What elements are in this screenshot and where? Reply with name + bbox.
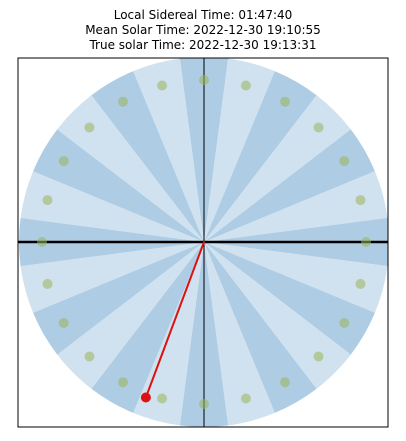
- sector-wedge: [204, 58, 275, 242]
- hour-marker: [240, 80, 251, 91]
- hour-marker: [37, 237, 47, 247]
- hour-marker: [157, 80, 168, 91]
- figure-title: Local Sidereal Time: 01:47:40 Mean Solar…: [0, 8, 406, 53]
- plot-frame: [17, 57, 389, 428]
- hour-marker: [118, 96, 128, 107]
- sector-wedge: [204, 242, 275, 426]
- clock-hand: [144, 241, 205, 399]
- hour-marker: [199, 399, 209, 409]
- sector-wedge: [33, 242, 204, 355]
- sector-wedge: [204, 71, 317, 242]
- clock-hand-tip: [140, 392, 151, 403]
- sector-wedge: [57, 242, 205, 389]
- sector-wedge: [91, 71, 204, 242]
- hour-marker: [339, 318, 350, 328]
- sector-wedge: [57, 95, 205, 242]
- hour-marker: [118, 377, 128, 388]
- hour-marker: [339, 156, 350, 166]
- hour-marker: [313, 122, 324, 133]
- hour-marker: [42, 195, 53, 206]
- sector-wedge: [91, 242, 204, 413]
- sidereal-time-label: Local Sidereal Time: 01:47:40: [113, 8, 293, 22]
- sector-wedge: [20, 242, 204, 313]
- sector-wedge: [204, 171, 388, 242]
- hour-marker: [157, 393, 168, 404]
- hour-marker: [313, 351, 324, 362]
- sector-wedge: [133, 58, 204, 242]
- hour-marker: [280, 377, 290, 388]
- sector-wedge: [204, 95, 351, 242]
- hour-marker: [355, 278, 366, 289]
- sector-wedge: [204, 242, 351, 389]
- hour-marker: [361, 237, 371, 247]
- hour-markers: [37, 75, 371, 409]
- hour-marker: [42, 278, 53, 289]
- sector-wedge: [204, 242, 388, 313]
- mean-solar-time-label: Mean Solar Time: 2022-12-30 19:10:55: [85, 23, 321, 37]
- sector-wedge: [33, 129, 204, 242]
- hour-marker: [84, 351, 95, 362]
- hour-marker: [280, 96, 290, 107]
- hour-marker: [199, 75, 209, 85]
- sector-wedge: [204, 242, 375, 355]
- hour-marker: [58, 156, 69, 166]
- hour-marker: [240, 393, 251, 404]
- sector-wedge: [20, 171, 204, 242]
- hour-marker: [84, 122, 95, 133]
- sector-wedge: [204, 129, 375, 242]
- hour-marker: [355, 195, 366, 206]
- hour-marker: [58, 318, 69, 328]
- true-solar-time-label: True solar Time: 2022-12-30 19:13:31: [89, 38, 317, 52]
- sector-wedge: [204, 242, 317, 413]
